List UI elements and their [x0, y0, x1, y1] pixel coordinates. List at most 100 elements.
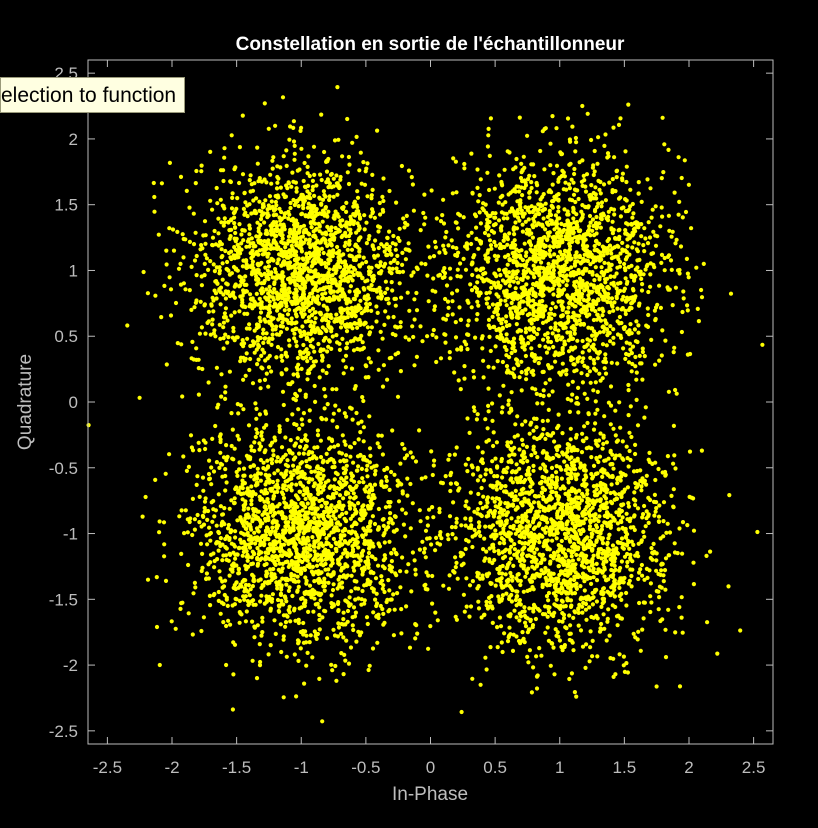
scatter-point [340, 270, 345, 275]
scatter-point [216, 243, 221, 248]
scatter-point [327, 325, 332, 330]
scatter-point [502, 167, 507, 172]
scatter-point [465, 323, 470, 328]
scatter-point [298, 334, 303, 339]
scatter-point [348, 495, 353, 500]
scatter-point [592, 361, 597, 366]
scatter-point [338, 177, 343, 182]
scatter-point [551, 244, 556, 249]
scatter-point [235, 433, 240, 438]
scatter-point [640, 349, 646, 355]
scatter-point [287, 343, 292, 348]
scatter-point [526, 341, 531, 346]
scatter-point [317, 229, 322, 234]
scatter-point [285, 312, 291, 317]
scatter-point [571, 271, 576, 276]
scatter-point [540, 293, 545, 298]
scatter-point [216, 492, 221, 497]
scatter-point [294, 198, 299, 204]
scatter-point [547, 377, 552, 382]
scatter-point [254, 196, 259, 201]
scatter-point [695, 306, 700, 311]
scatter-point [336, 408, 342, 413]
scatter-point [362, 213, 367, 218]
scatter-point [493, 222, 498, 227]
scatter-point [517, 115, 522, 120]
scatter-point [351, 348, 357, 353]
scatter-point [321, 236, 326, 241]
scatter-point [560, 279, 566, 284]
scatter-point [153, 293, 158, 298]
scatter-point [679, 329, 685, 335]
scatter-point [593, 333, 599, 338]
scatter-point [185, 530, 190, 535]
scatter-point [590, 333, 595, 338]
scatter-point [611, 125, 616, 130]
scatter-point [370, 187, 375, 192]
scatter-point [199, 325, 204, 330]
scatter-point [354, 579, 359, 584]
scatter-point [345, 116, 350, 122]
scatter-point [418, 324, 423, 329]
scatter-point [498, 273, 503, 278]
scatter-point [635, 249, 641, 254]
scatter-point [262, 317, 267, 322]
scatter-point [385, 377, 390, 382]
scatter-point [403, 257, 408, 262]
scatter-point [254, 427, 259, 432]
scatter-point [567, 182, 572, 187]
scatter-point [523, 219, 528, 224]
scatter-point [350, 623, 355, 628]
scatter-point [272, 618, 277, 623]
scatter-point [532, 174, 537, 179]
scatter-point [603, 359, 608, 364]
scatter-point [329, 557, 334, 562]
scatter-point [242, 341, 247, 346]
scatter-point [636, 323, 641, 328]
scatter-point [594, 196, 599, 201]
scatter-point [443, 340, 448, 345]
scatter-point [198, 541, 204, 546]
scatter-point [433, 245, 438, 250]
scatter-point [236, 437, 242, 442]
scatter-point [233, 529, 238, 534]
scatter-point [510, 312, 515, 318]
scatter-point [189, 264, 194, 269]
scatter-point [364, 220, 369, 225]
scatter-point [299, 366, 304, 371]
scatter-point [220, 254, 225, 259]
scatter-point [318, 329, 323, 334]
scatter-point [603, 352, 608, 357]
scatter-point [200, 513, 205, 518]
scatter-point [285, 186, 290, 191]
scatter-point [266, 365, 272, 370]
scatter-point [376, 563, 381, 568]
scatter-point [244, 259, 249, 264]
scatter-point [615, 265, 620, 270]
scatter-point [463, 267, 469, 272]
scatter-point [347, 289, 352, 294]
scatter-point [366, 494, 371, 500]
scatter-point [393, 324, 398, 329]
scatter-point [434, 216, 439, 221]
scatter-point [476, 303, 481, 308]
scatter-point [444, 283, 450, 288]
scatter-point [279, 445, 285, 450]
scatter-point [231, 293, 236, 298]
scatter-point [274, 203, 279, 208]
scatter-point [323, 561, 328, 567]
scatter-point [312, 172, 317, 177]
scatter-point [344, 329, 350, 334]
scatter-point [340, 206, 346, 211]
scatter-point [248, 292, 253, 297]
scatter-point [432, 307, 437, 312]
scatter-point [498, 298, 503, 303]
scatter-point [425, 515, 430, 520]
scatter-point [289, 488, 294, 493]
scatter-point [250, 188, 256, 193]
scatter-point [294, 232, 299, 237]
scatter-point [590, 326, 595, 331]
scatter-point [367, 663, 372, 668]
scatter-point [447, 350, 452, 355]
scatter-point [606, 236, 612, 242]
